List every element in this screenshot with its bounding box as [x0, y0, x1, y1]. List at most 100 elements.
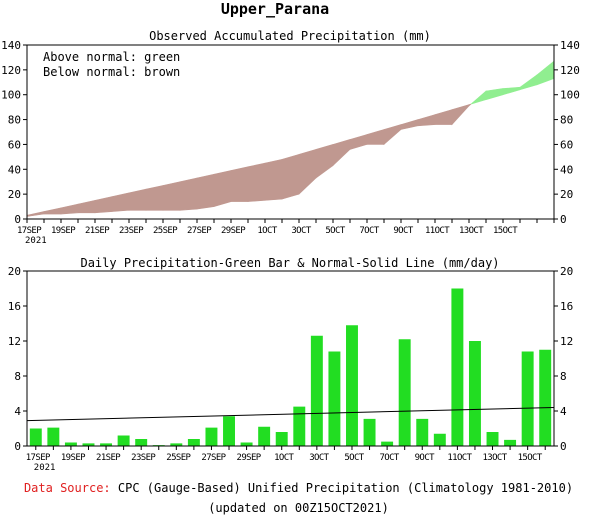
top-plot-area: 0 0 20 20 40 40 60 60 80 80 100 100 120 120 140 140 17SE…: [1, 39, 580, 246]
y-tick-label-left: 12: [8, 335, 21, 348]
daily-precip-bar: [258, 426, 271, 446]
daily-precip-bar: [170, 443, 183, 446]
data-source-label: Data Source:: [23, 481, 111, 495]
y-tick-label-right: 12: [560, 335, 573, 348]
daily-precip-bar: [451, 288, 464, 446]
y-tick-label-left: 0: [14, 440, 21, 453]
daily-precip-bar: [100, 443, 113, 446]
x-tick-label: 19SEP: [61, 453, 86, 463]
y-tick-label-right: 20: [560, 188, 573, 201]
anomaly-area-segment: [298, 148, 317, 195]
x-tick-label: 29SEP: [237, 453, 262, 463]
y-tick-label-left: 8: [14, 370, 21, 383]
daily-precip-bar: [486, 432, 499, 446]
daily-precip-bar: [433, 433, 446, 446]
x-tick-label: 21SEP: [85, 226, 110, 236]
x-tick-label: 3OCT: [291, 226, 311, 236]
y-tick-label-right: 0: [560, 213, 567, 226]
daily-precip-bar: [135, 439, 148, 446]
bottom-chart-title: Daily Precipitation-Green Bar & Normal-S…: [80, 256, 499, 270]
y-tick-label-right: 8: [560, 370, 567, 383]
anomaly-area-segment: [60, 203, 79, 215]
x-tick-label: 9OCT: [415, 453, 435, 463]
data-source-line: Data Source: CPC (Gauge-Based) Unified P…: [0, 481, 597, 495]
x-tick-label: 7OCT: [379, 453, 399, 463]
daily-precip-bar: [398, 339, 411, 446]
anomaly-area-segment: [315, 144, 334, 179]
x-tick-label: 1OCT: [257, 226, 277, 236]
bottom-plot-area: 0 0 4 4 8 8 12 12 16 16 20 20 17SEP 19SEP 21SEP 23SEP 25…: [8, 265, 574, 473]
normal-line: [26, 407, 555, 422]
anomaly-area-segment: [230, 166, 249, 202]
anomaly-area-segment: [264, 158, 283, 201]
x-tick-label: 23SEP: [119, 226, 144, 236]
x-tick-label: 5OCT: [344, 453, 364, 463]
daily-precip-bar: [29, 428, 42, 446]
anomaly-area-segment: [470, 90, 487, 105]
x-tick-label: 29SEP: [221, 226, 246, 236]
updated-line: (updated on 00Z15OCT2021): [208, 501, 389, 515]
daily-precip-panel: Daily Precipitation-Green Bar & Normal-S…: [8, 256, 574, 473]
daily-precip-bar: [240, 442, 253, 446]
x-tick-label: 11OCT: [425, 226, 450, 236]
x-tick-label: 11OCT: [447, 453, 472, 463]
daily-precip-bar: [117, 435, 130, 446]
x-year-label: 2021: [34, 463, 56, 473]
x-tick-label: 3OCT: [309, 453, 329, 463]
y-tick-label-left: 120: [1, 64, 21, 77]
anomaly-area-segment: [451, 104, 470, 126]
accumulated-precip-panel: Observed Accumulated Precipitation (mm) …: [1, 29, 580, 246]
y-tick-label-left: 16: [8, 300, 21, 313]
x-tick-label: 13OCT: [459, 226, 484, 236]
daily-precip-bar: [293, 406, 306, 446]
daily-precip-bar: [363, 418, 376, 446]
anomaly-area-segment: [94, 196, 113, 214]
x-tick-label: 5OCT: [325, 226, 345, 236]
anomaly-area-segment: [213, 170, 232, 207]
anomaly-area-segment: [536, 60, 555, 86]
x-tick-label: 1OCT: [274, 453, 294, 463]
anomaly-area-segment: [383, 124, 402, 146]
y-tick-label-right: 0: [560, 440, 567, 453]
x-tick-label: 23SEP: [131, 453, 156, 463]
daily-precip-bar: [346, 325, 358, 446]
anomaly-area-segment: [26, 211, 45, 217]
daily-precip-bar: [205, 427, 218, 446]
y-tick-label-right: 20: [560, 265, 573, 278]
y-tick-label-right: 4: [560, 405, 567, 418]
daily-precip-bar: [504, 439, 517, 446]
anomaly-area-segment: [332, 139, 351, 167]
x-tick-label: 25SEP: [153, 226, 178, 236]
daily-precip-bar: [223, 416, 235, 446]
y-tick-label-left: 40: [8, 163, 21, 176]
plot-frame: [26, 44, 555, 220]
y-tick-label-right: 80: [560, 114, 573, 127]
x-tick-label: 15OCT: [493, 226, 518, 236]
data-source-text: CPC (Gauge-Based) Unified Precipitation …: [117, 481, 574, 495]
anomaly-area-segment: [366, 129, 385, 145]
anomaly-area-segment: [128, 188, 147, 211]
y-tick-label-right: 16: [560, 300, 573, 313]
y-tick-label-left: 140: [1, 39, 21, 52]
anomaly-area-segment: [77, 199, 96, 214]
x-tick-label: 17SEP: [26, 453, 51, 463]
anomaly-area-segment: [179, 177, 198, 211]
y-tick-label-left: 4: [14, 405, 21, 418]
anomaly-area-segment: [417, 114, 436, 127]
daily-precip-bar: [328, 351, 341, 446]
x-tick-label: 13OCT: [482, 453, 507, 463]
x-tick-label: 27SEP: [187, 226, 212, 236]
daily-precip-bar: [416, 418, 429, 446]
daily-precip-bar: [310, 335, 323, 446]
anomaly-area-segment: [434, 109, 453, 125]
daily-precip-bar: [64, 442, 77, 446]
anomaly-area-segment: [349, 134, 368, 150]
main-title: Upper_Parana: [221, 0, 329, 18]
top-chart-title: Observed Accumulated Precipitation (mm): [149, 29, 431, 43]
anomaly-area-segment: [247, 162, 266, 202]
anomaly-area-segment: [43, 207, 62, 215]
x-tick-label: 15OCT: [518, 453, 543, 463]
anomaly-area-segment: [111, 192, 130, 212]
y-tick-label-left: 80: [8, 114, 21, 127]
